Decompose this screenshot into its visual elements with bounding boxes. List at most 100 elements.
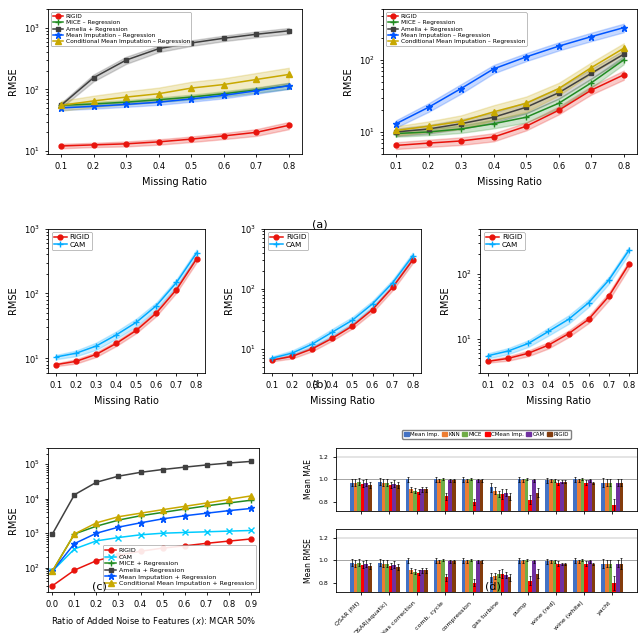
X-axis label: Missing Ratio: Missing Ratio — [310, 396, 375, 406]
Conditional Mean Imputation – Regression — [220, 81, 228, 89]
Bar — [560, 563, 564, 633]
CAM — [349, 316, 356, 324]
Bar — [465, 561, 469, 633]
Bar — [500, 573, 504, 633]
RIGID — [93, 557, 100, 565]
Mean Imputation – Regression — [57, 104, 65, 111]
Bar — [525, 479, 529, 592]
MICE – Regression — [392, 130, 400, 137]
RIGID — [555, 106, 563, 114]
Mean Imputation – Regression — [392, 120, 400, 127]
MICE – Regression — [522, 113, 530, 121]
Bar — [361, 484, 364, 592]
Bar — [556, 483, 560, 592]
Conditional Mean Imputation – Regression — [555, 85, 563, 92]
Bar — [525, 560, 529, 633]
Conditional Mean Imputation – Regression — [457, 118, 465, 125]
Amelia + Regression — [252, 30, 260, 38]
Bar — [388, 566, 392, 633]
RIGID — [585, 315, 593, 323]
Conditional Mean Imputation – Regression — [122, 93, 130, 101]
Bar — [553, 480, 556, 592]
Conditional Mean Imputation – Regression — [522, 99, 530, 107]
CAM — [225, 527, 232, 535]
Bar — [465, 480, 469, 592]
Bar — [353, 563, 357, 633]
Bar — [602, 563, 605, 633]
Bar — [461, 479, 465, 592]
MICE + Regression — [70, 530, 78, 538]
Legend: RIGID, CAM, MICE + Regression, Amelia + Regression, Mean Imputation + Regression: RIGID, CAM, MICE + Regression, Amelia + … — [102, 545, 257, 589]
Text: (a): (a) — [312, 220, 328, 230]
Amelia + Regression — [188, 39, 195, 47]
Bar — [420, 489, 424, 592]
Mean Imputation – Regression — [588, 33, 595, 41]
MICE – Regression — [457, 125, 465, 133]
Mean Imputation + Regression — [70, 540, 78, 548]
Conditional Mean Imputation + Regression — [159, 506, 166, 513]
Bar — [417, 573, 420, 633]
Bar — [420, 570, 424, 633]
RIGID — [392, 142, 400, 149]
Bar — [573, 560, 577, 633]
CAM — [113, 331, 120, 339]
CAM — [545, 328, 552, 335]
Bar — [616, 563, 620, 633]
CAM — [180, 529, 188, 536]
Bar — [441, 479, 445, 592]
Amelia + Regression — [122, 56, 130, 64]
Bar — [381, 563, 385, 633]
Bar — [545, 561, 549, 633]
Text: (b): (b) — [312, 380, 328, 390]
Bar — [560, 482, 564, 592]
Bar — [588, 561, 591, 633]
Bar — [434, 479, 437, 592]
RIGID — [268, 356, 276, 364]
Line: Conditional Mean Imputation + Regression: Conditional Mean Imputation + Regression — [50, 493, 253, 574]
Y-axis label: RMSE: RMSE — [8, 506, 18, 534]
Bar — [605, 483, 609, 592]
CAM — [308, 341, 316, 348]
RIGID — [425, 139, 433, 147]
Amelia + Regression — [247, 458, 255, 465]
Bar — [350, 563, 353, 633]
Y-axis label: RMSE: RMSE — [224, 287, 234, 315]
Amelia + Regression — [588, 70, 595, 77]
Legend: RIGID, CAM: RIGID, CAM — [484, 232, 525, 250]
Mean Imputation – Regression — [457, 85, 465, 92]
Amelia + Regression — [159, 466, 166, 473]
RIGID — [490, 133, 497, 141]
Text: (d): (d) — [485, 582, 500, 592]
Bar — [532, 480, 536, 592]
Bar — [591, 483, 595, 592]
CAM — [504, 347, 512, 354]
CAM — [159, 529, 166, 537]
Y-axis label: RMSE: RMSE — [8, 68, 18, 96]
Bar — [556, 563, 560, 633]
RIGID — [328, 334, 336, 342]
Bar — [434, 560, 437, 633]
Bar — [476, 561, 480, 633]
Bar — [584, 483, 588, 592]
MICE – Regression — [90, 100, 97, 108]
Mean Imputation – Regression — [285, 82, 292, 89]
RIGID — [188, 135, 195, 143]
Amelia + Regression — [392, 128, 400, 135]
Bar — [350, 483, 353, 592]
RIGID — [525, 349, 532, 357]
Bar — [368, 485, 372, 592]
Bar — [361, 565, 364, 633]
RIGID — [113, 340, 120, 348]
Bar — [573, 479, 577, 592]
CAM — [152, 302, 160, 310]
CAM — [72, 349, 80, 357]
Mean Imputation – Regression — [122, 101, 130, 108]
Bar — [518, 560, 521, 633]
CAM — [70, 545, 78, 553]
X-axis label: Missing Ratio: Missing Ratio — [477, 177, 542, 187]
Line: RIGID: RIGID — [486, 262, 631, 364]
Conditional Mean Imputation + Regression — [93, 519, 100, 527]
Conditional Mean Imputation – Regression — [188, 84, 195, 92]
Conditional Mean Imputation – Regression — [425, 122, 433, 130]
RIGID — [132, 327, 140, 334]
